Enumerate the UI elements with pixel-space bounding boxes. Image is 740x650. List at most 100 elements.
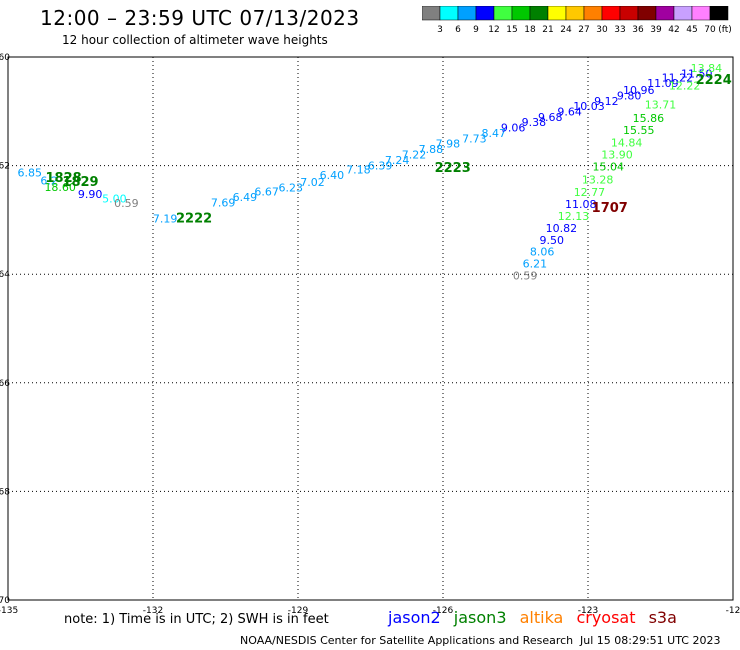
wave-height-label: 11.08 bbox=[565, 198, 597, 211]
x-tick-label: -135 bbox=[0, 606, 18, 616]
legend-swatch bbox=[493, 6, 513, 21]
y-tick-label: -64 bbox=[0, 270, 10, 280]
wave-height-label: 14.84 bbox=[611, 137, 643, 150]
x-tick-label: -12 bbox=[726, 606, 740, 616]
wave-height-label: 10.82 bbox=[546, 222, 578, 235]
legend-swatch bbox=[529, 6, 549, 21]
wave-height-label: 6.21 bbox=[523, 258, 548, 271]
wave-height-label: 11.09 bbox=[647, 77, 679, 90]
legend-tick-label: 12 bbox=[488, 25, 499, 35]
plot-frame bbox=[7, 56, 734, 601]
time-label: 1707 bbox=[592, 201, 628, 216]
wave-height-label: 7.22 bbox=[402, 149, 427, 162]
wave-height-label: 7.02 bbox=[300, 176, 325, 189]
wave-height-label: 9.50 bbox=[540, 234, 565, 247]
legend-swatch bbox=[673, 6, 693, 21]
legend-tick-label: 24 bbox=[560, 25, 572, 35]
wave-height-label: 6.23 bbox=[279, 182, 304, 195]
legend-swatch bbox=[439, 6, 459, 21]
legend-tick-label: 33 bbox=[614, 25, 625, 35]
wave-height-label: 6.39 bbox=[368, 159, 393, 172]
time-label: 2222 bbox=[176, 212, 212, 227]
wave-height-label: 9.06 bbox=[501, 121, 526, 134]
legend-swatch bbox=[691, 6, 711, 21]
wave-height-label: 10.03 bbox=[573, 100, 605, 113]
legend-swatch bbox=[619, 6, 639, 21]
legend-swatch bbox=[709, 6, 729, 21]
satellite-legend: jason2 jason3 altika cryosat s3a bbox=[388, 608, 685, 627]
legend-tick-label: 39 bbox=[650, 25, 662, 35]
wave-height-label: 7.18 bbox=[346, 164, 371, 177]
legend-swatch bbox=[547, 6, 567, 21]
y-tick-label: -68 bbox=[0, 487, 10, 497]
wave-height-label: 13.84 bbox=[691, 62, 723, 75]
legend-swatch bbox=[583, 6, 603, 21]
legend-unit-label: (ft) bbox=[718, 25, 732, 35]
wave-height-label: 15.04 bbox=[593, 160, 625, 173]
wave-height-label: 15.86 bbox=[633, 112, 665, 125]
wave-height-label: 6.40 bbox=[320, 169, 345, 182]
footer-credit: NOAA/NESDIS Center for Satellite Applica… bbox=[240, 634, 574, 647]
wave-height-label: 12.22 bbox=[669, 80, 701, 93]
satellite-altika: altika bbox=[519, 608, 564, 627]
wave-height-label: 12.77 bbox=[574, 186, 606, 199]
units-note: note: 1) Time is in UTC; 2) SWH is in fe… bbox=[64, 612, 329, 627]
legend-swatch bbox=[511, 6, 531, 21]
legend-tick-label: 27 bbox=[578, 25, 589, 35]
legend-swatch bbox=[655, 6, 675, 21]
x-tick-label: -132 bbox=[143, 606, 163, 616]
wave-height-label: 5.00 bbox=[102, 193, 127, 206]
legend-tick-label: 30 bbox=[596, 25, 608, 35]
wave-height-label: 15.55 bbox=[623, 124, 655, 137]
wave-height-label: 13.28 bbox=[582, 174, 614, 187]
x-tick-label: -123 bbox=[578, 606, 598, 616]
legend-tick-label: 42 bbox=[668, 25, 679, 35]
wave-height-label: 11.22 bbox=[662, 71, 694, 84]
wave-height-label: 6.67 bbox=[254, 185, 279, 198]
wave-height-label: 12.13 bbox=[558, 210, 590, 223]
wave-height-label: 6.49 bbox=[233, 191, 258, 204]
satellite-cryosat: cryosat bbox=[576, 608, 636, 627]
legend-swatch bbox=[637, 6, 657, 21]
wave-height-label: 18.60 bbox=[44, 181, 76, 194]
legend-swatch bbox=[457, 6, 477, 21]
legend-tick-label: 15 bbox=[506, 25, 517, 35]
wave-height-label: 9.90 bbox=[78, 188, 103, 201]
wave-height-label: 9.64 bbox=[557, 106, 582, 119]
legend-tick-label: 45 bbox=[686, 25, 697, 35]
satellite-s3a: s3a bbox=[648, 608, 677, 627]
time-label: 1829 bbox=[62, 175, 98, 190]
x-tick-label: -129 bbox=[288, 606, 309, 616]
wave-height-label: 7.98 bbox=[436, 138, 461, 151]
satellite-jason3: jason3 bbox=[453, 608, 507, 627]
wave-height-label: 7.69 bbox=[211, 196, 236, 209]
wave-height-label: 7.73 bbox=[462, 132, 487, 145]
legend-swatch bbox=[422, 6, 441, 21]
legend-swatch bbox=[565, 6, 585, 21]
wave-height-label: 10.96 bbox=[623, 84, 655, 97]
legend-tick-label: 36 bbox=[632, 25, 644, 35]
wave-height-label: 9.38 bbox=[522, 116, 547, 129]
time-label: 2224 bbox=[696, 73, 732, 88]
wave-height-label: 7.24 bbox=[385, 154, 410, 167]
wave-height-label: 8.06 bbox=[530, 246, 555, 259]
wave-height-label: 7.19 bbox=[153, 213, 178, 226]
wave-height-label: 9.80 bbox=[617, 89, 642, 102]
time-label: 2223 bbox=[435, 161, 471, 176]
wave-height-label: 0.59 bbox=[114, 197, 139, 210]
wave-height-label: 13.71 bbox=[645, 99, 677, 112]
wave-height-label: 9.12 bbox=[594, 95, 619, 108]
legend-tick-label: 18 bbox=[524, 25, 536, 35]
footer-timestamp: Jul 15 08:29:51 UTC 2023 bbox=[580, 634, 721, 647]
legend-tick-label: 9 bbox=[473, 25, 479, 35]
wave-height-label: 0.59 bbox=[513, 270, 538, 283]
wave-height-label: 13.90 bbox=[601, 149, 633, 162]
satellite-jason2: jason2 bbox=[388, 608, 441, 627]
color-scale-legend: 3 6 9 12 15 18 21 24 27 30 33 36 39 42 45 70 (ft) bbox=[422, 6, 732, 35]
page-title: 12:00 – 23:59 UTC 07/13/2023 bbox=[40, 6, 360, 30]
y-tick-label: -66 bbox=[0, 379, 10, 389]
legend-tick-label: 3 bbox=[437, 25, 443, 35]
legend-tick-label: 21 bbox=[542, 25, 553, 35]
y-tick-label: -60 bbox=[0, 53, 10, 63]
wave-height-label: 6.85 bbox=[18, 166, 43, 179]
